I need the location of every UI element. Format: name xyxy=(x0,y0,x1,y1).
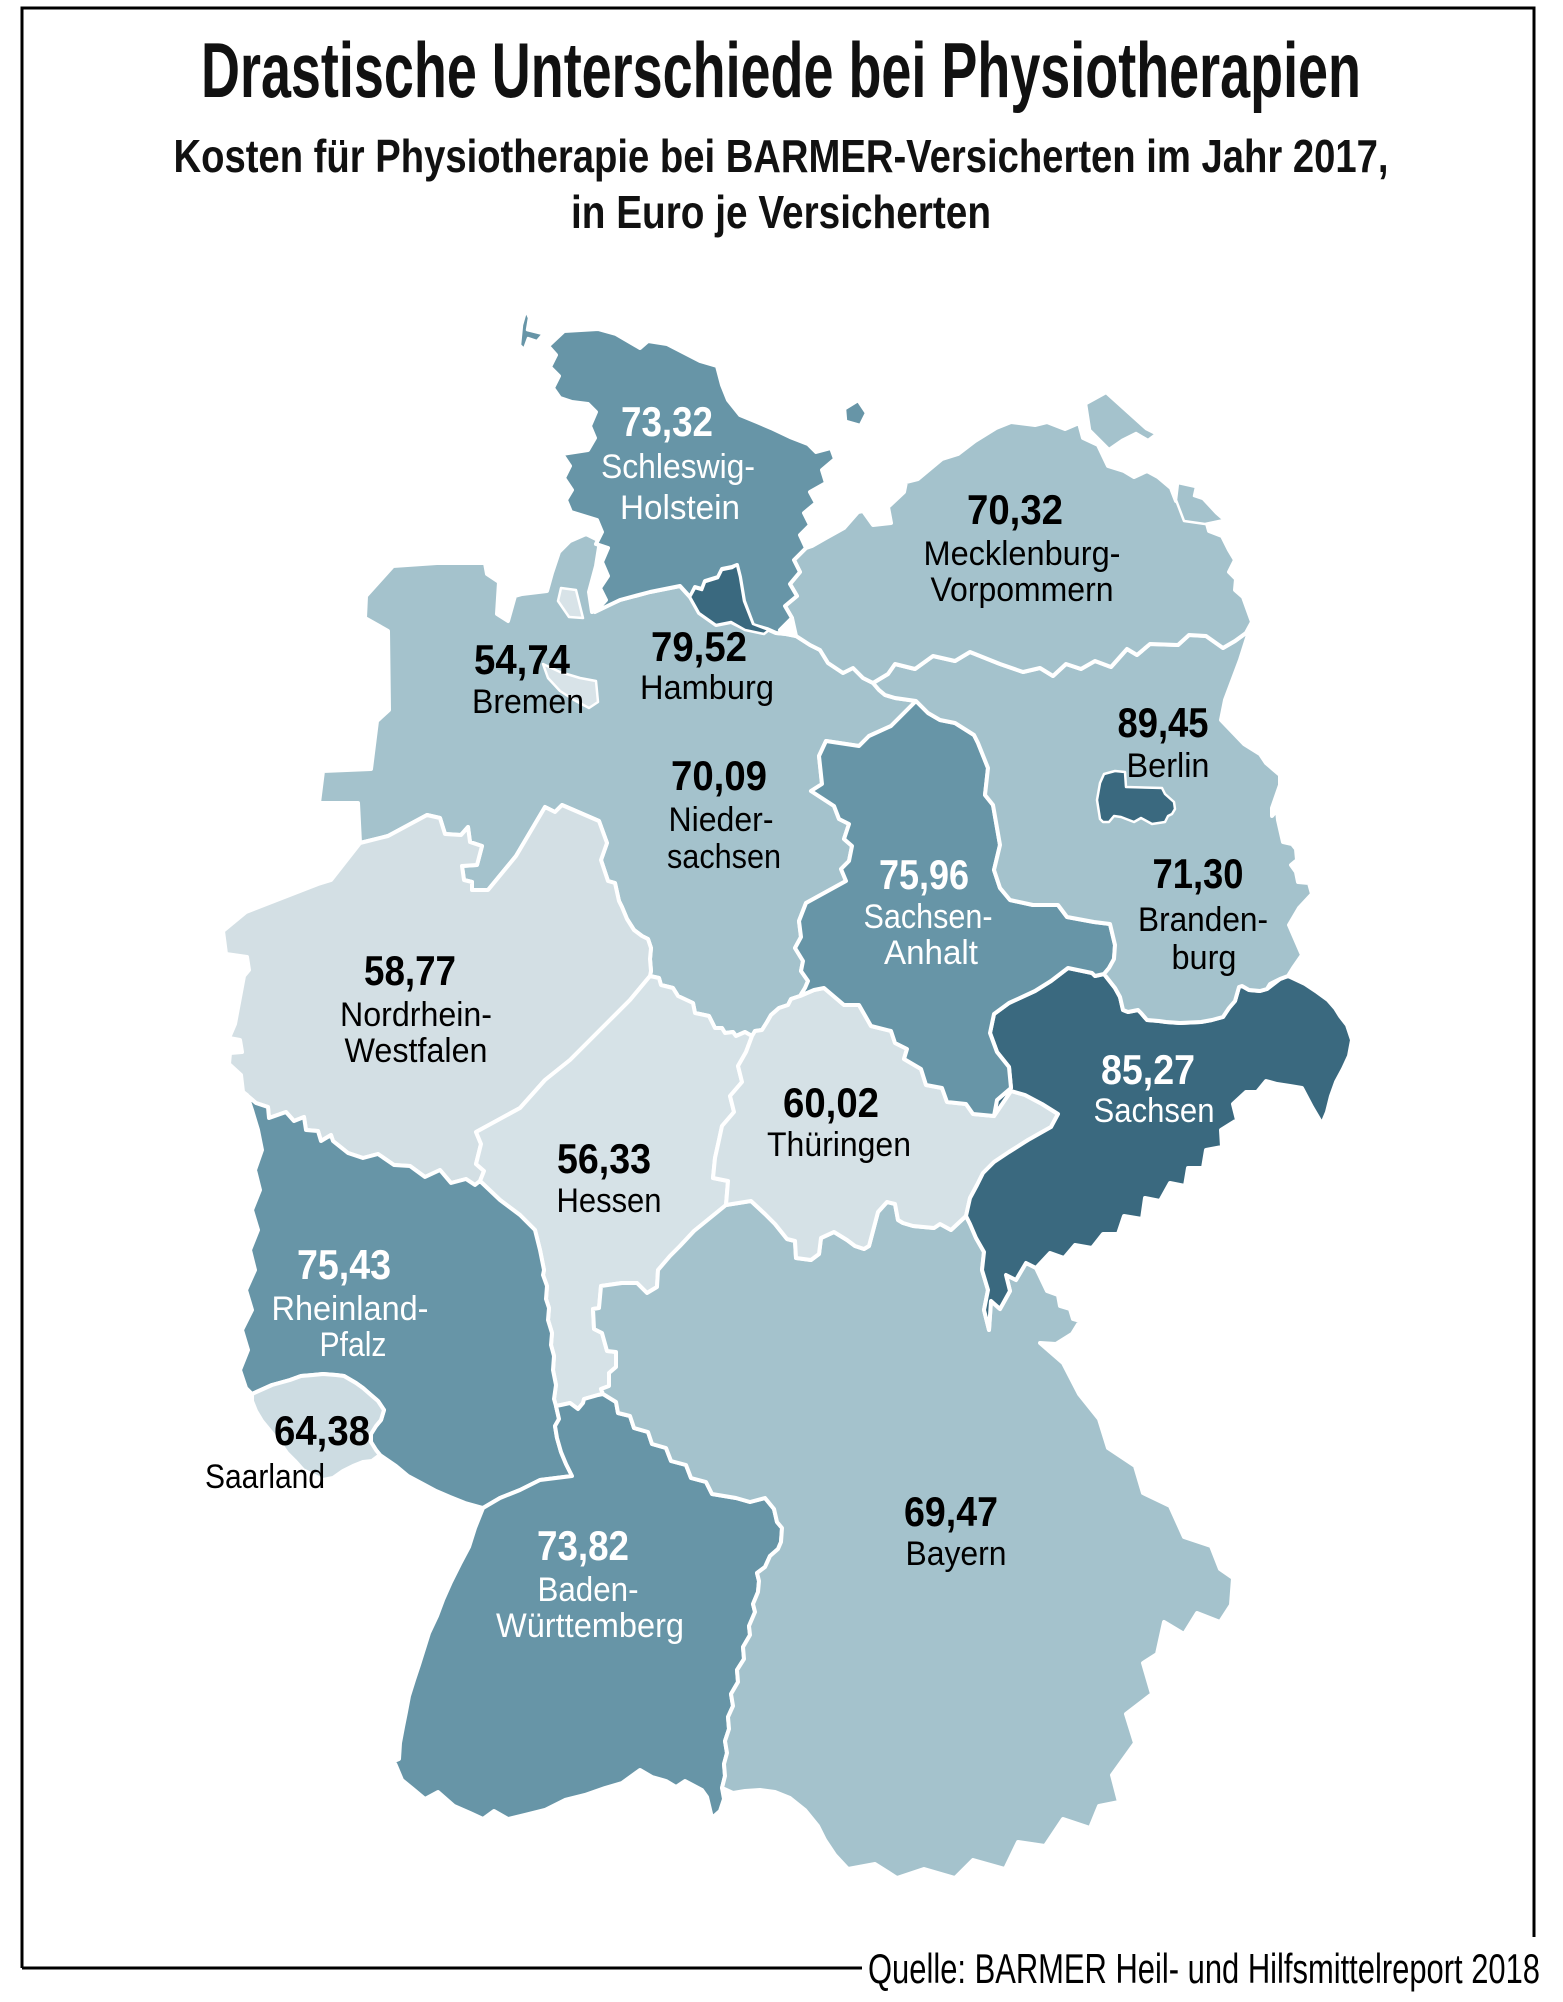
svg-text:Quelle: BARMER Heil- und Hilfs: Quelle: BARMER Heil- und Hilfsmittelrepo… xyxy=(868,1945,1540,1992)
svg-text:58,77: 58,77 xyxy=(364,947,456,994)
svg-text:73,82: 73,82 xyxy=(537,1522,629,1569)
svg-text:70,09: 70,09 xyxy=(671,752,767,799)
svg-text:burg: burg xyxy=(1172,939,1237,977)
svg-text:Rheinland-: Rheinland- xyxy=(272,1290,429,1328)
svg-text:89,45: 89,45 xyxy=(1118,699,1209,746)
svg-text:Sachsen: Sachsen xyxy=(1094,1092,1215,1130)
svg-text:Bremen: Bremen xyxy=(472,683,584,721)
svg-text:64,38: 64,38 xyxy=(274,1407,370,1454)
svg-text:75,96: 75,96 xyxy=(879,851,969,898)
svg-text:Holstein: Holstein xyxy=(620,489,740,527)
svg-text:79,52: 79,52 xyxy=(651,623,747,670)
svg-text:75,43: 75,43 xyxy=(297,1241,391,1288)
svg-text:in Euro je Versicherten: in Euro je Versicherten xyxy=(571,186,991,238)
svg-text:Sachsen-: Sachsen- xyxy=(864,898,993,936)
svg-text:73,32: 73,32 xyxy=(621,398,713,445)
svg-text:Pfalz: Pfalz xyxy=(320,1326,387,1364)
svg-text:60,02: 60,02 xyxy=(783,1079,879,1126)
svg-text:Thüringen: Thüringen xyxy=(767,1126,911,1164)
svg-text:Branden-: Branden- xyxy=(1138,901,1268,939)
svg-text:Bayern: Bayern xyxy=(906,1535,1007,1573)
svg-text:Vorpommern: Vorpommern xyxy=(931,571,1114,609)
svg-text:54,74: 54,74 xyxy=(474,636,571,683)
svg-text:Saarland: Saarland xyxy=(205,1458,325,1496)
svg-text:71,30: 71,30 xyxy=(1153,850,1244,897)
svg-text:Nieder-: Nieder- xyxy=(669,801,774,839)
svg-text:Anhalt: Anhalt xyxy=(884,934,979,972)
svg-text:Mecklenburg-: Mecklenburg- xyxy=(924,535,1121,573)
svg-text:56,33: 56,33 xyxy=(557,1135,651,1182)
svg-text:Hamburg: Hamburg xyxy=(640,669,774,707)
svg-text:85,27: 85,27 xyxy=(1101,1046,1195,1093)
svg-text:Hessen: Hessen xyxy=(557,1182,662,1220)
svg-text:Schleswig-: Schleswig- xyxy=(601,448,755,486)
svg-text:sachsen: sachsen xyxy=(667,838,781,876)
svg-text:Berlin: Berlin xyxy=(1127,747,1210,785)
svg-text:70,32: 70,32 xyxy=(967,486,1063,533)
svg-text:Baden-: Baden- xyxy=(538,1571,639,1609)
svg-text:Kosten für Physiotherapie bei: Kosten für Physiotherapie bei BARMER-Ver… xyxy=(174,130,1389,182)
svg-text:69,47: 69,47 xyxy=(904,1488,998,1535)
svg-text:Drastische Unterschiede bei Ph: Drastische Unterschiede bei Physiotherap… xyxy=(201,26,1361,114)
svg-text:Württemberg: Württemberg xyxy=(496,1607,684,1645)
svg-text:Westfalen: Westfalen xyxy=(345,1032,488,1070)
svg-text:Nordrhein-: Nordrhein- xyxy=(340,996,492,1034)
